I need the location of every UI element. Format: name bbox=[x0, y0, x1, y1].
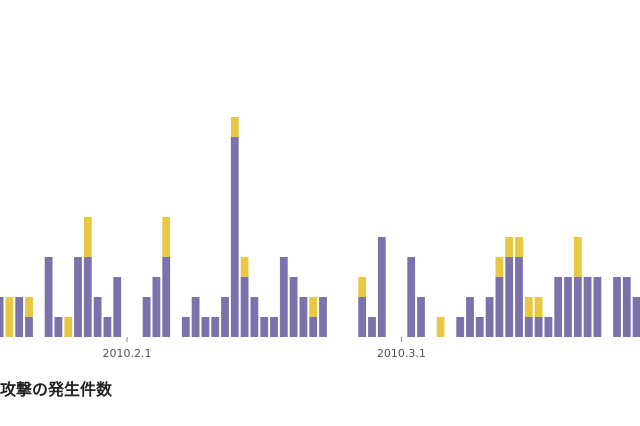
bar-segment-0-42 bbox=[407, 257, 416, 337]
bar-segment-0-54 bbox=[524, 317, 533, 337]
bar-segment-0-53 bbox=[515, 257, 523, 337]
bar-segment-0-32 bbox=[309, 317, 318, 337]
bar-segment-1-45 bbox=[436, 317, 445, 337]
x-axis-ticks: 2010.2.1 2010.3.1 bbox=[103, 337, 426, 360]
bar-segment-0-38 bbox=[368, 317, 376, 337]
bar-segment-1-17 bbox=[162, 217, 171, 257]
bar-segment-0-59 bbox=[573, 277, 582, 337]
bar-segment-0-17 bbox=[162, 257, 171, 337]
bar-segment-0-33 bbox=[319, 297, 327, 337]
bar-segment-0-63 bbox=[613, 277, 621, 337]
bar-segment-0-16 bbox=[152, 277, 161, 337]
x-tick-label-1: 2010.3.1 bbox=[377, 347, 426, 360]
bar-segment-0-37 bbox=[358, 297, 367, 337]
bar-segment-1-52 bbox=[505, 237, 514, 257]
bar-segment-0-15 bbox=[142, 297, 151, 337]
bars-group bbox=[0, 117, 640, 337]
bar-segment-1-9 bbox=[83, 217, 92, 257]
bar-segment-1-25 bbox=[240, 257, 249, 277]
bar-segment-0-52 bbox=[505, 257, 514, 337]
bar-segment-0-55 bbox=[534, 317, 543, 337]
bar-segment-0-8 bbox=[74, 257, 82, 337]
bar-segment-0-29 bbox=[279, 257, 288, 337]
bar-segment-1-1 bbox=[5, 297, 14, 337]
chart-title: 攻撃の発生件数 bbox=[0, 380, 113, 399]
bar-segment-0-65 bbox=[632, 297, 640, 337]
bar-segment-0-50 bbox=[485, 297, 494, 337]
bar-segment-0-28 bbox=[270, 317, 278, 337]
bar-segment-0-22 bbox=[211, 317, 220, 337]
bar-segment-0-60 bbox=[583, 277, 592, 337]
bar-segment-0-24 bbox=[230, 137, 239, 337]
bar-segment-0-26 bbox=[250, 297, 259, 337]
bar-segment-0-57 bbox=[554, 277, 563, 337]
bar-segment-0-21 bbox=[201, 317, 210, 337]
bar-segment-0-3 bbox=[25, 317, 33, 337]
bar-segment-0-11 bbox=[103, 317, 112, 337]
bar-segment-0-5 bbox=[44, 257, 53, 337]
bar-segment-0-48 bbox=[466, 297, 474, 337]
bar-segment-0-49 bbox=[475, 317, 484, 337]
bar-segment-0-47 bbox=[456, 317, 465, 337]
bar-segment-0-58 bbox=[564, 277, 572, 337]
bar-segment-0-61 bbox=[593, 277, 602, 337]
bar-segment-1-7 bbox=[64, 317, 73, 337]
bar-segment-0-6 bbox=[54, 317, 63, 337]
bar-segment-0-64 bbox=[622, 277, 631, 337]
bar-segment-0-56 bbox=[544, 317, 553, 337]
bar-segment-0-25 bbox=[240, 277, 249, 337]
bar-segment-1-37 bbox=[358, 277, 367, 297]
bar-segment-1-32 bbox=[309, 297, 318, 317]
bar-segment-0-31 bbox=[299, 297, 308, 337]
bar-segment-0-19 bbox=[181, 317, 190, 337]
bar-segment-0-20 bbox=[191, 297, 200, 337]
bar-segment-0-2 bbox=[15, 297, 24, 337]
bar-segment-0-39 bbox=[377, 237, 386, 337]
bar-segment-0-0 bbox=[0, 297, 4, 337]
bar-segment-1-59 bbox=[573, 237, 582, 277]
bar-segment-1-24 bbox=[230, 117, 239, 137]
bar-segment-0-43 bbox=[417, 297, 425, 337]
bar-segment-1-3 bbox=[25, 297, 33, 317]
bar-segment-0-10 bbox=[93, 297, 102, 337]
bar-segment-1-53 bbox=[515, 237, 523, 257]
x-tick-label-0: 2010.2.1 bbox=[103, 347, 152, 360]
bar-segment-0-27 bbox=[260, 317, 269, 337]
bar-segment-1-54 bbox=[524, 297, 533, 317]
bar-segment-1-55 bbox=[534, 297, 543, 317]
bar-segment-0-23 bbox=[221, 297, 229, 337]
bar-segment-1-51 bbox=[495, 257, 504, 277]
bar-segment-0-12 bbox=[113, 277, 122, 337]
bar-segment-0-51 bbox=[495, 277, 504, 337]
bar-segment-0-30 bbox=[289, 277, 298, 337]
bar-segment-0-9 bbox=[83, 257, 92, 337]
